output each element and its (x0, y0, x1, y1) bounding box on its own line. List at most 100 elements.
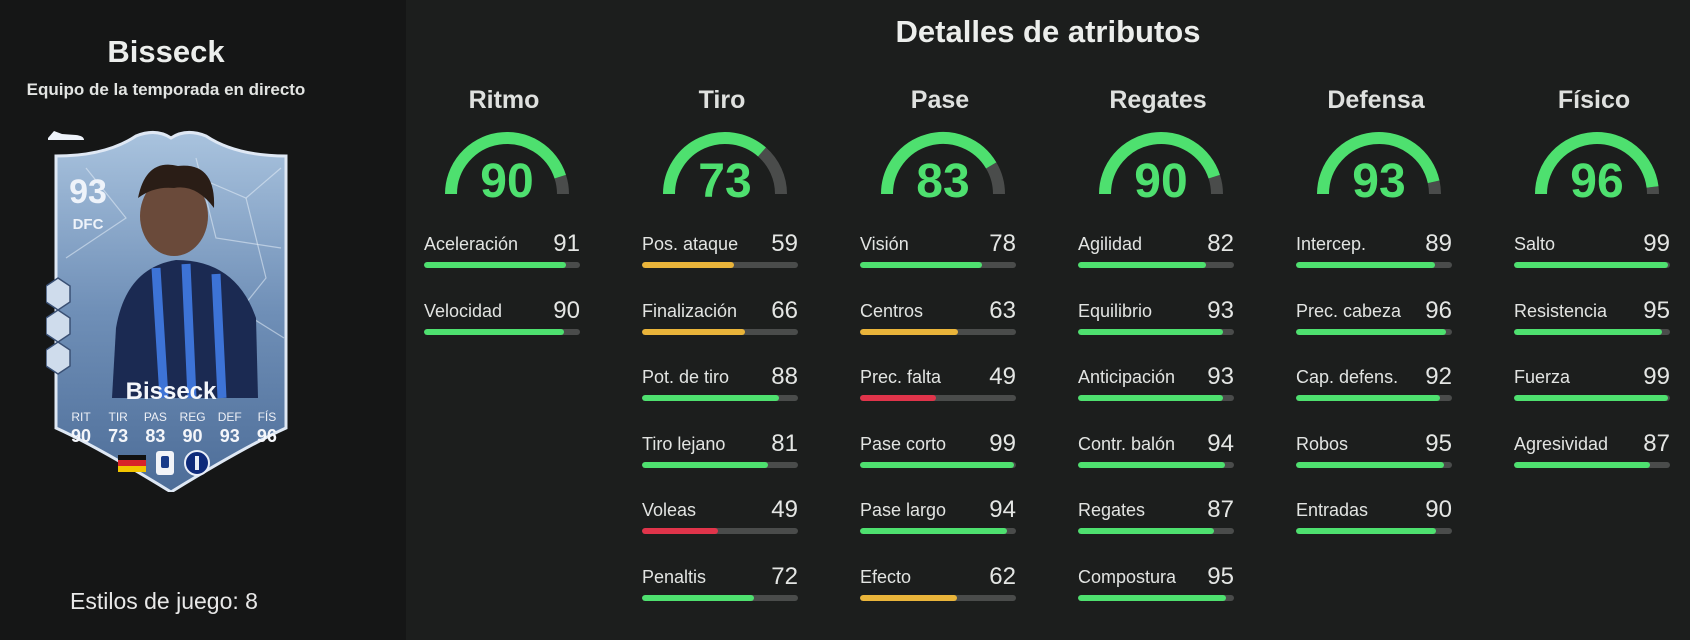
substat-row[interactable]: Cap. defens. 92 (1296, 363, 1456, 415)
substat-bar-track (1078, 395, 1234, 401)
substat-bar-track (1514, 262, 1670, 268)
substat-row[interactable]: Salto 99 (1514, 230, 1674, 282)
attribute-group-5: Físico 96 Salto 99 Resistencia 95 Fuerza 99 Agre… (1514, 82, 1674, 622)
substat-bar-fill (1296, 461, 1445, 468)
substat-row[interactable]: Compostura 95 (1078, 563, 1238, 615)
substat-row[interactable]: Prec. falta 49 (860, 363, 1020, 415)
player-card[interactable]: 93 DFC Bisseck RIT TIR PAS REG DEF FÍS 9… (46, 128, 296, 492)
attribute-gauge (881, 132, 1005, 195)
substat-bar-track (424, 328, 580, 335)
substat-value: 95 (1425, 429, 1452, 457)
substat-value: 91 (553, 230, 580, 257)
substat-value: 95 (1207, 562, 1234, 590)
playstyles-count[interactable]: Estilos de juego: 8 (70, 588, 258, 614)
substat-row[interactable]: Penaltis 72 (642, 563, 802, 615)
substat-row[interactable]: Pase corto 99 (860, 430, 1020, 482)
substat-row[interactable]: Pos. ataque 59 (642, 230, 802, 282)
gauge-track (1208, 174, 1223, 195)
substat-row[interactable]: Voleas 49 (642, 496, 802, 548)
substat-bar-track (642, 594, 798, 601)
substat-label: Fuerza (1514, 367, 1571, 387)
attribute-group-name: Tiro (698, 86, 746, 114)
substat-row[interactable]: Pase largo 94 (860, 496, 1020, 548)
substat-value: 49 (771, 496, 798, 523)
player-subtitle: Equipo de la temporada en directo (26, 80, 306, 99)
substat-bar-track (642, 461, 798, 468)
attribute-gauge (445, 132, 569, 195)
substat-label: Prec. cabeza (1296, 300, 1402, 321)
substat-value: 99 (1643, 363, 1670, 390)
gauge-track (757, 147, 787, 195)
substat-value: 72 (771, 562, 798, 590)
attribute-gauge (1099, 132, 1223, 195)
substat-label: Anticipación (1078, 367, 1176, 387)
substat-row[interactable]: Agilidad 82 (1078, 230, 1238, 282)
substat-row[interactable]: Finalización 66 (642, 297, 802, 349)
substat-row[interactable]: Resistencia 95 (1514, 297, 1674, 349)
gauge-track (985, 162, 1005, 195)
substat-bar-fill (642, 328, 745, 335)
substat-row[interactable]: Equilibrio 93 (1078, 297, 1238, 349)
substat-bar-track (1514, 461, 1670, 468)
card-stat-value: 96 (256, 426, 277, 446)
substat-bar-fill (1078, 262, 1206, 268)
substat-label: Cap. defens. (1296, 367, 1399, 387)
card-stat-label: RIT (71, 410, 91, 424)
substat-bar-track (1514, 328, 1670, 335)
substat-label: Agresividad (1514, 433, 1609, 454)
substat-row[interactable]: Aceleración 91 (424, 230, 584, 282)
card-stat-value: 73 (108, 426, 129, 446)
substat-row[interactable]: Robos 95 (1296, 430, 1456, 482)
substat-row[interactable]: Visión 78 (860, 230, 1020, 282)
card-position: DFC (72, 216, 104, 233)
substat-value: 66 (771, 296, 798, 324)
substat-bar-track (860, 528, 1016, 534)
attribute-group-value: 90 (480, 155, 534, 208)
substat-row[interactable]: Tiro lejano 81 (642, 430, 802, 482)
substat-label: Pase largo (860, 500, 947, 520)
attribute-group-4: Defensa 93 Intercep. 89 Prec. cabeza 96 Cap. d… (1296, 82, 1456, 622)
substat-label: Resistencia (1514, 300, 1608, 321)
league-badge-icon (156, 451, 174, 475)
gauge-track (1427, 180, 1441, 195)
substat-bar-track (1296, 328, 1452, 335)
substat-bar-track (1296, 528, 1452, 534)
substat-row[interactable]: Velocidad 90 (424, 297, 584, 349)
gauge-fill (1317, 132, 1440, 195)
substat-row[interactable]: Intercep. 89 (1296, 230, 1456, 282)
substat-row[interactable]: Prec. cabeza 96 (1296, 297, 1456, 349)
substat-row[interactable]: Contr. balón 94 (1078, 430, 1238, 482)
substat-value: 62 (989, 562, 1016, 590)
substat-row[interactable]: Fuerza 99 (1514, 363, 1674, 415)
substat-label: Intercep. (1296, 234, 1367, 254)
substat-value: 93 (1207, 296, 1234, 324)
boot-icon (48, 131, 84, 140)
attribute-group-value: 73 (698, 155, 752, 208)
substat-row[interactable]: Anticipación 93 (1078, 363, 1238, 415)
substat-row[interactable]: Efecto 62 (860, 563, 1020, 615)
card-player-name: Bisseck (125, 378, 217, 405)
substat-bar-track (860, 262, 1016, 268)
substat-row[interactable]: Entradas 90 (1296, 496, 1456, 548)
substat-bar-fill (642, 461, 769, 468)
substat-bar-fill (642, 594, 755, 601)
substat-label: Penaltis (642, 566, 707, 587)
gauge-fill (663, 132, 766, 195)
substat-value: 93 (1207, 363, 1234, 390)
substat-label: Voleas (642, 500, 697, 520)
card-frame (46, 131, 288, 492)
substat-label: Prec. falta (860, 367, 942, 387)
attribute-gauge (663, 132, 787, 195)
substat-row[interactable]: Regates 87 (1078, 496, 1238, 548)
substat-row[interactable]: Agresividad 87 (1514, 430, 1674, 482)
substat-bar-track (642, 328, 798, 335)
nation-flag-icon (118, 454, 146, 472)
substat-row[interactable]: Pot. de tiro 88 (642, 363, 802, 415)
card-stat-value: 83 (145, 426, 166, 446)
substat-bar-track (1078, 262, 1234, 268)
card-stat-label: REG (179, 410, 206, 424)
substat-value: 94 (1207, 429, 1234, 457)
substat-row[interactable]: Centros 63 (860, 297, 1020, 349)
substat-label: Velocidad (424, 300, 503, 321)
substat-label: Compostura (1078, 566, 1177, 587)
